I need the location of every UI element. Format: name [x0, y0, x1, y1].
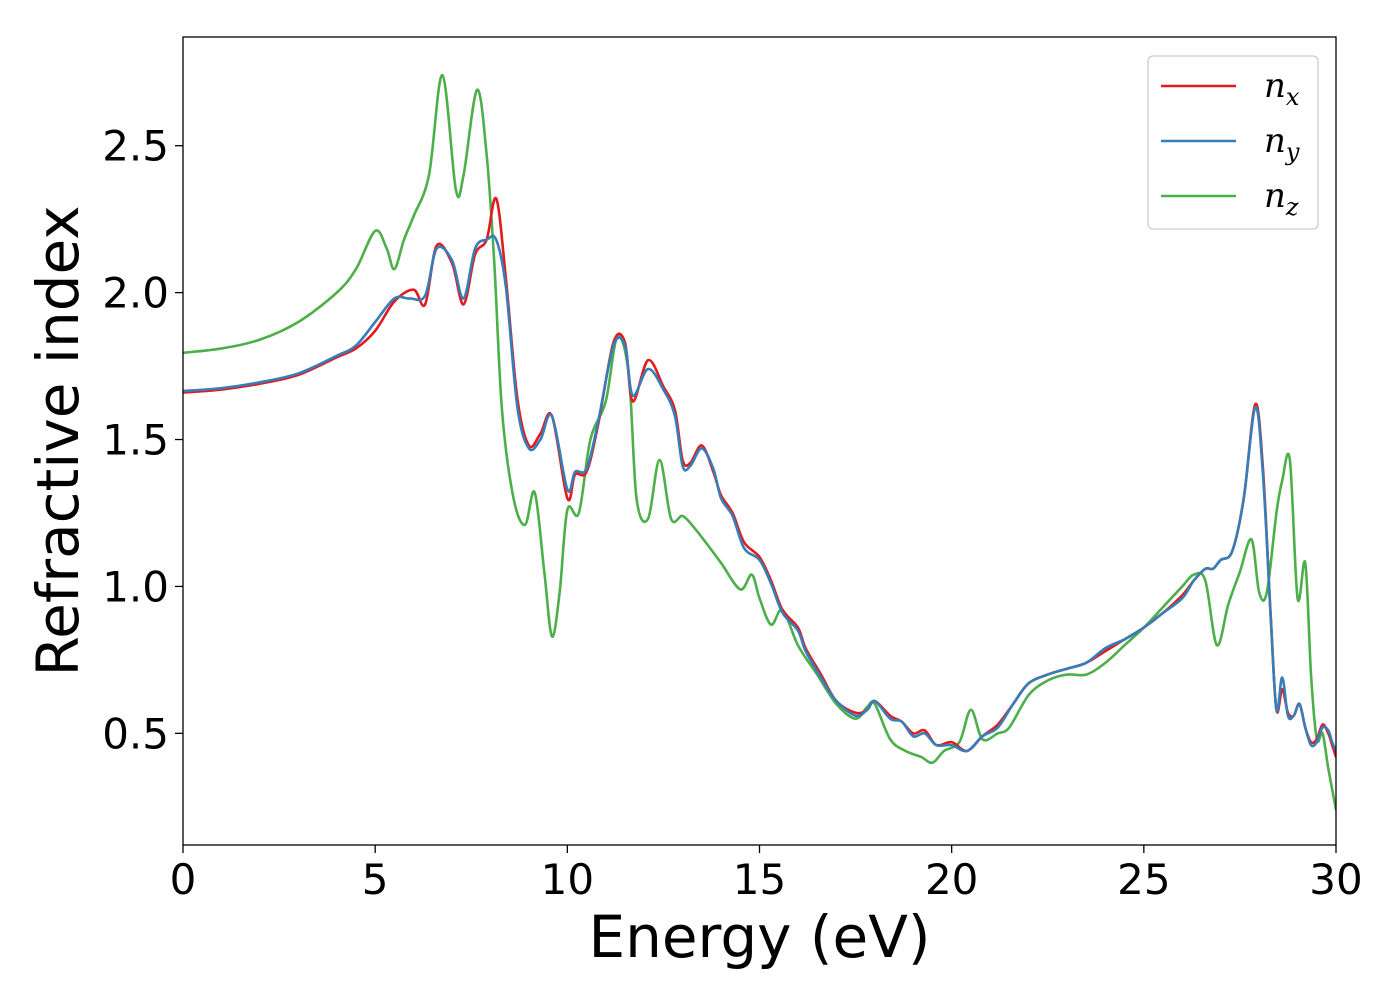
legend-label-y: ny	[1264, 121, 1300, 166]
y-axis-ticks: 0.5 1.0 1.5 2.0 2.5	[102, 122, 183, 758]
legend-label-z: nz	[1264, 176, 1299, 221]
y-tick-label: 2.0	[102, 269, 169, 318]
y-axis-label: Refractive index	[24, 205, 92, 676]
series-line-n-y	[183, 234, 1336, 753]
y-tick-label: 0.5	[102, 709, 169, 758]
series-line-n-z	[183, 73, 1336, 812]
legend: nx ny nz	[1147, 55, 1319, 230]
x-axis-label: Energy (eV)	[588, 903, 930, 971]
x-tick-label: 25	[1117, 855, 1170, 904]
x-tick-label: 10	[541, 855, 594, 904]
plot-frame	[182, 36, 1337, 846]
series-layer	[183, 73, 1336, 812]
x-tick-label: 5	[362, 855, 389, 904]
x-tick-label: 20	[925, 855, 978, 904]
legend-box	[1147, 55, 1319, 230]
y-tick-label: 1.0	[102, 562, 169, 611]
legend-label-x: nx	[1264, 66, 1300, 111]
y-tick-label: 1.5	[102, 416, 169, 465]
x-tick-label: 30	[1309, 855, 1362, 904]
y-tick-label: 2.5	[102, 122, 169, 171]
x-axis-ticks: 0 5 10 15 20 25 30	[170, 845, 1363, 904]
x-tick-label: 0	[170, 855, 197, 904]
x-tick-label: 15	[733, 855, 786, 904]
